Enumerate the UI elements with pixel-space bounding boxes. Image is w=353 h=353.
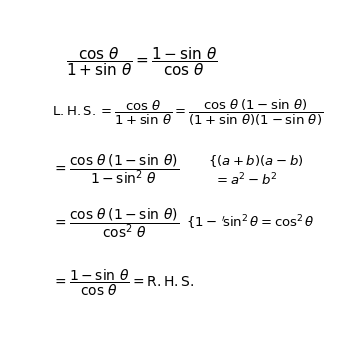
Text: $= \dfrac{1-\sin\,\theta}{\cos\,\theta} = \mathrm{R.H.S.}$: $= \dfrac{1-\sin\,\theta}{\cos\,\theta} …: [52, 268, 195, 298]
Text: $= \dfrac{\cos\,\theta\,(1-\sin\,\theta)}{1-\sin^2\,\theta}$: $= \dfrac{\cos\,\theta\,(1-\sin\,\theta)…: [52, 152, 180, 186]
Text: $\dfrac{\cos\,\theta}{1+\sin\,\theta} = \dfrac{1-\sin\,\theta}{\cos\,\theta}$: $\dfrac{\cos\,\theta}{1+\sin\,\theta} = …: [66, 45, 218, 78]
Text: $= a^2 - b^2$: $= a^2 - b^2$: [214, 171, 277, 188]
Text: $\mathrm{L.H.S.} = \dfrac{\cos\,\theta}{1+\sin\,\theta} = \dfrac{\cos\,\theta\,(: $\mathrm{L.H.S.} = \dfrac{\cos\,\theta}{…: [52, 98, 324, 128]
Text: $\{1 -\, '\!\sin^2\theta = \cos^2\theta$: $\{1 -\, '\!\sin^2\theta = \cos^2\theta$: [186, 214, 315, 232]
Text: $\{(a+b)(a-b)$: $\{(a+b)(a-b)$: [208, 152, 304, 169]
Text: $= \dfrac{\cos\,\theta\,(1-\sin\,\theta)}{\cos^2\,\theta}$: $= \dfrac{\cos\,\theta\,(1-\sin\,\theta)…: [52, 206, 180, 240]
